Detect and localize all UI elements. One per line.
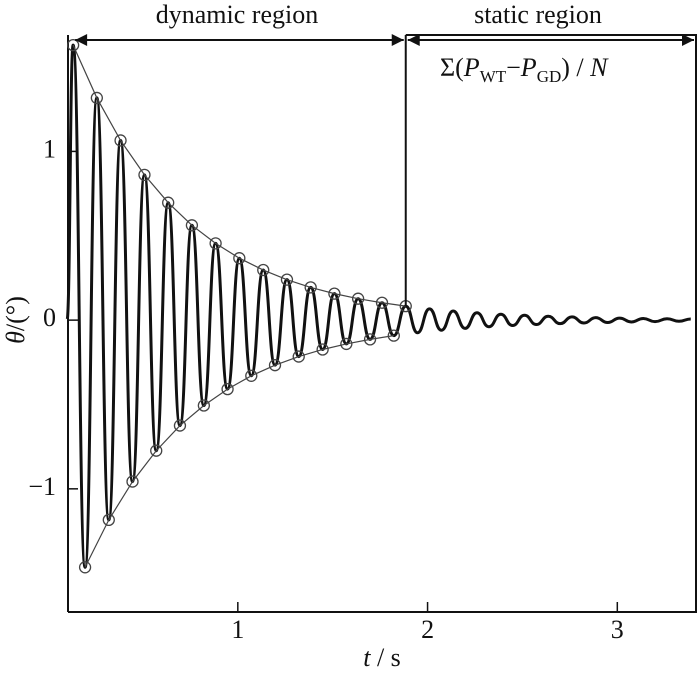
dynamic-label: dynamic region (156, 0, 318, 29)
marker (66, 38, 80, 52)
static-label: static region (474, 0, 602, 29)
marker (150, 444, 163, 457)
marker (126, 475, 139, 488)
formula-part: P (463, 53, 480, 82)
marker (173, 419, 187, 432)
x-tick-label: 2 (421, 615, 434, 644)
marker (280, 273, 294, 286)
y-tick-label: 1 (43, 134, 56, 163)
x-label-part: t (363, 643, 371, 672)
y-tick-label: −1 (28, 472, 56, 501)
y-label-part: /(°) (1, 296, 30, 331)
x-axis-label: t / s (363, 643, 401, 672)
marker (90, 91, 103, 105)
y-axis-label: θ/(°) (1, 296, 30, 344)
formula-part: Σ( (440, 53, 464, 82)
marker (245, 369, 258, 382)
marker (268, 359, 282, 372)
marker (221, 382, 234, 396)
formula-part: ) / (561, 53, 590, 82)
formula-part: P (520, 53, 537, 82)
marker (375, 296, 389, 309)
marker (351, 292, 365, 305)
signal-line (65, 43, 691, 569)
formula-part: N (589, 53, 609, 82)
marker (328, 287, 341, 300)
x-label-part: / s (370, 643, 400, 672)
marker (138, 168, 151, 182)
marker (387, 329, 400, 342)
marker (257, 263, 270, 277)
marker (233, 252, 246, 265)
y-label-part: θ (1, 331, 30, 344)
x-tick-label: 1 (231, 615, 244, 644)
marker (114, 134, 127, 147)
marker (340, 337, 353, 351)
formula-part: − (506, 53, 521, 82)
marker (209, 237, 222, 250)
marker (162, 196, 175, 209)
marker (197, 399, 211, 412)
formula-part: GD (537, 67, 562, 86)
formula: Σ(PWT−PGD) / N (440, 53, 609, 86)
marker (78, 561, 92, 574)
envelope (72, 44, 406, 307)
x-tick-label: 3 (611, 615, 624, 644)
y-tick-label: 0 (43, 303, 56, 332)
marker (102, 513, 115, 527)
envelope (84, 335, 394, 568)
marker (316, 343, 329, 356)
marker (185, 219, 199, 232)
marker (363, 333, 377, 346)
marker (304, 281, 317, 294)
formula-part: WT (480, 67, 507, 86)
marker (292, 350, 305, 363)
